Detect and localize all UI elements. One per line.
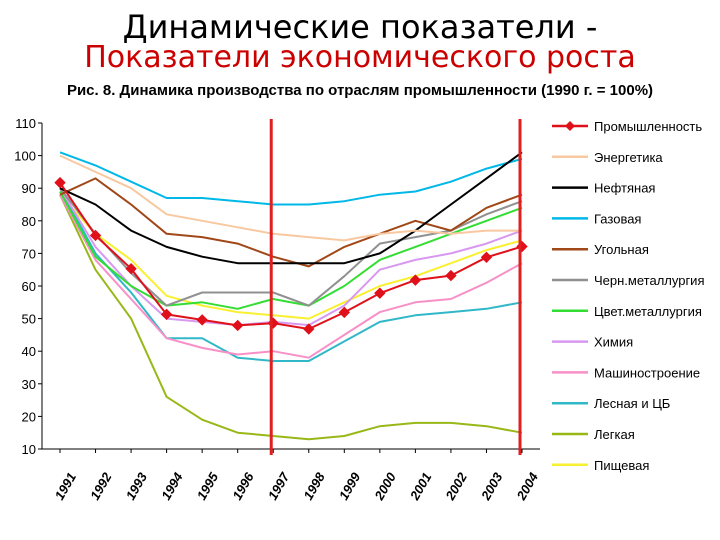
series-line	[59, 187, 523, 307]
legend-label: Угольная	[594, 242, 649, 257]
y-tick-label: 40	[22, 344, 36, 359]
y-tick-label: 50	[22, 312, 36, 327]
chart-title: Рис. 8. Динамика производства по отрасля…	[66, 82, 654, 99]
x-tick-label: 1997	[265, 469, 293, 502]
series-line	[59, 194, 523, 441]
y-tick-label: 80	[22, 214, 36, 229]
series-line	[59, 194, 523, 359]
x-tick-label: 1991	[52, 470, 79, 503]
series-line	[59, 177, 523, 268]
data-point-marker	[125, 263, 137, 275]
y-tick-label: 110	[15, 116, 36, 131]
series-line	[59, 151, 523, 265]
series-line	[59, 151, 523, 206]
data-point-marker	[338, 306, 351, 319]
data-point-marker	[54, 176, 66, 189]
y-tick-label: 20	[22, 409, 36, 424]
legend-label: Лесная и ЦБ	[594, 396, 670, 411]
legend-label: Газовая	[594, 211, 641, 226]
y-tick-label: 90	[22, 181, 36, 196]
legend-label: Черн.металлургия	[594, 273, 705, 288]
slide-subtitle: Показатели экономического роста	[84, 40, 636, 75]
x-tick-label: 2001	[406, 470, 434, 503]
x-tick-label: 1999	[336, 469, 364, 502]
y-tick-label: 10	[22, 442, 36, 457]
series-line	[59, 194, 523, 320]
data-point-marker	[480, 251, 493, 264]
legend-marker	[565, 121, 575, 131]
x-tick-label: 1998	[300, 469, 328, 502]
x-tick-label: 2000	[371, 469, 399, 503]
y-tick-label: 70	[22, 246, 36, 261]
x-tick-label: 1994	[158, 469, 186, 502]
y-tick-label: 60	[22, 279, 36, 294]
data-point-marker	[231, 319, 244, 332]
legend-label: Пищевая	[594, 458, 649, 473]
data-point-marker	[374, 287, 386, 299]
data-point-marker	[89, 229, 102, 242]
x-tick-label: 1995	[194, 469, 222, 502]
legend-label: Энергетика	[594, 150, 663, 165]
x-tick-label: 1993	[123, 469, 151, 502]
legend-label: Цвет.металлургия	[594, 304, 702, 319]
legend-label: Нефтяная	[594, 181, 655, 196]
slide-title: Динамические показатели -	[122, 8, 598, 46]
legend-label: Промышленность	[594, 119, 702, 134]
series-line	[59, 191, 523, 310]
legend-label: Машиностроение	[594, 365, 700, 380]
legend-label: Химия	[594, 335, 633, 350]
x-tick-label: 2004	[513, 469, 541, 503]
x-tick-label: 1996	[229, 469, 257, 502]
y-tick-label: 100	[14, 149, 36, 164]
data-point-marker	[160, 308, 173, 321]
series-line	[59, 154, 522, 242]
legend-label: Легкая	[594, 427, 635, 442]
y-tick-label: 30	[22, 377, 36, 392]
series-line	[59, 182, 523, 330]
data-point-marker	[445, 269, 457, 282]
series-line	[59, 187, 523, 327]
data-point-marker	[196, 314, 208, 326]
x-tick-label: 2002	[442, 469, 470, 503]
data-point-marker	[409, 274, 422, 286]
x-tick-label: 1992	[87, 469, 115, 502]
series-line	[59, 187, 523, 362]
data-point-marker	[303, 323, 315, 335]
x-tick-label: 2003	[478, 469, 506, 503]
